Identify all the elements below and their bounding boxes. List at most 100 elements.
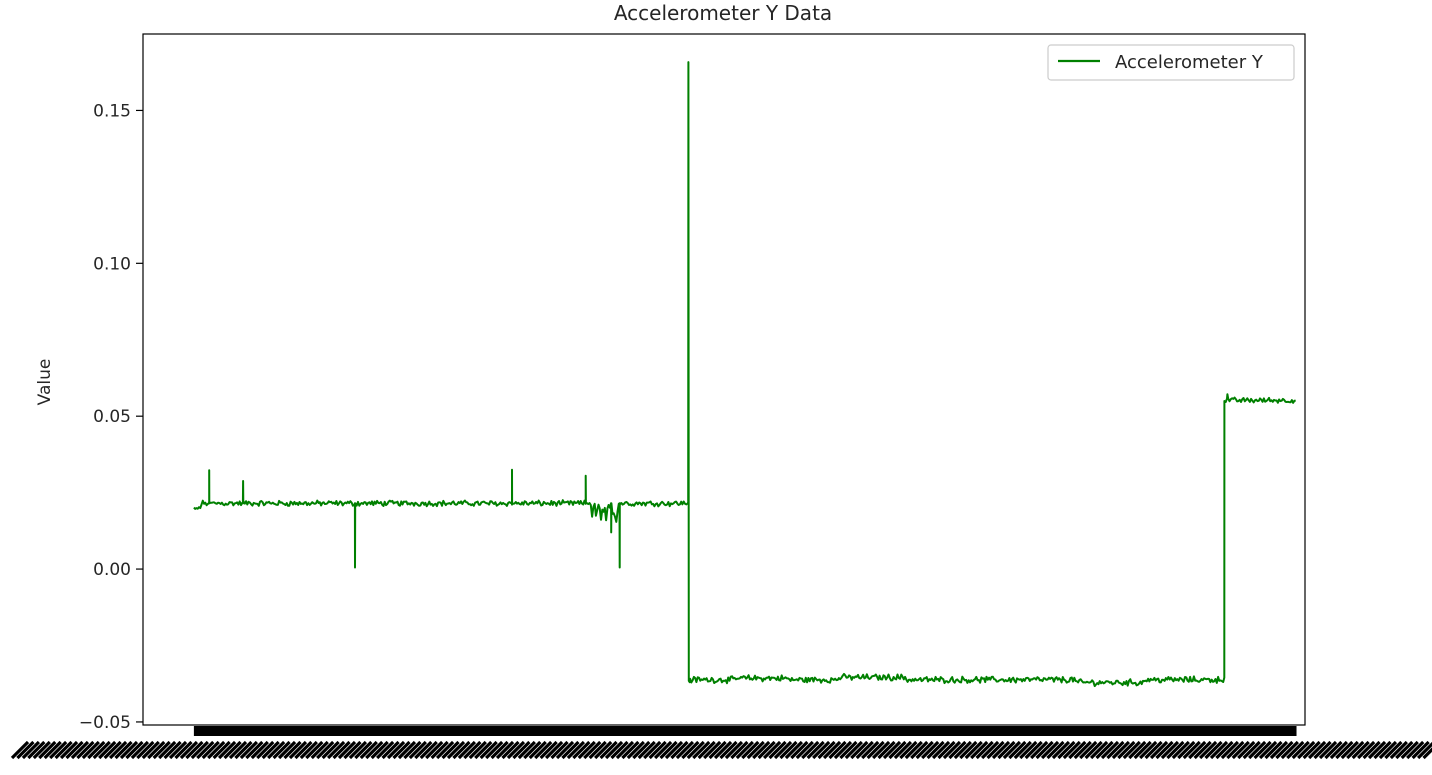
x-tick-label [419, 740, 438, 760]
x-tick-label [501, 740, 520, 760]
x-tick-label [1198, 740, 1218, 760]
x-tick-label [468, 740, 487, 760]
x-tick-label [49, 740, 68, 760]
x-tick-label [392, 740, 411, 760]
legend: Accelerometer Y [1047, 44, 1295, 81]
x-tick-label [566, 740, 586, 760]
x-tick-label [1346, 740, 1365, 760]
x-tick-label [1089, 740, 1109, 760]
x-tick-label [495, 740, 515, 760]
x-tick-label [1264, 740, 1283, 760]
x-tick-label [844, 740, 863, 760]
chart-title: Accelerometer Y Data [614, 1, 832, 25]
x-tick-label [332, 740, 351, 760]
x-tick-label [1362, 740, 1381, 760]
x-tick-label [414, 740, 433, 760]
x-tick-label [452, 740, 471, 760]
x-tick-label [1073, 740, 1092, 760]
x-tick-label [528, 740, 547, 760]
x-tick-label [953, 740, 972, 760]
x-tick-label [1329, 740, 1349, 760]
plot-area [143, 34, 1305, 725]
x-tick-label [228, 740, 248, 760]
x-tick-label [555, 740, 575, 760]
x-tick-label [250, 740, 269, 760]
x-tick-label [408, 740, 427, 760]
x-tick-label [32, 740, 51, 760]
x-tick-label [1340, 740, 1359, 760]
x-tick-label [757, 740, 776, 760]
y-tick-label: 0.05 [93, 407, 131, 427]
x-tick-label [681, 740, 700, 760]
x-tick-label [1215, 740, 1234, 760]
x-tick-label [893, 740, 913, 760]
x-tick-label [713, 740, 733, 760]
x-tick-label [43, 740, 62, 760]
x-tick-label [877, 740, 896, 760]
x-tick-label [212, 740, 231, 760]
x-tick-label [1193, 740, 1212, 760]
x-tick-label [997, 740, 1016, 760]
x-tick-label [1095, 740, 1114, 760]
x-tick-label [1013, 740, 1032, 760]
x-tick-label [283, 740, 302, 760]
x-tick-label [1100, 740, 1120, 760]
x-tick-label [119, 740, 139, 760]
x-tick-label [1008, 740, 1027, 760]
x-tick-label [899, 740, 918, 760]
x-tick-label [675, 740, 695, 760]
x-tick-label [523, 740, 542, 760]
x-tick-label [245, 740, 264, 760]
x-tick-label [964, 740, 983, 760]
x-tick-label [1035, 740, 1054, 760]
x-tick-label [866, 740, 885, 760]
x-tick-label [1307, 740, 1327, 760]
x-tick-label [108, 740, 128, 760]
x-tick-label [217, 740, 237, 760]
x-tick-label [386, 740, 406, 760]
x-tick-label [163, 740, 182, 760]
x-tick-label [337, 740, 357, 760]
x-tick-label [16, 740, 35, 760]
x-tick-label [621, 740, 640, 760]
x-tick-label [1177, 740, 1196, 760]
x-tick-label [741, 740, 760, 760]
x-tick-label [343, 740, 362, 760]
x-tick-label [277, 740, 297, 760]
x-tick-label [463, 740, 482, 760]
x-tick-label [125, 740, 144, 760]
x-tick-label [326, 740, 346, 760]
x-tick-label [970, 740, 989, 760]
x-tick-label [430, 740, 449, 760]
x-tick-label [267, 740, 286, 760]
x-tick-label [959, 740, 978, 760]
x-tick-label [1204, 740, 1223, 760]
x-tick-label [790, 740, 809, 760]
x-tick-label [179, 740, 199, 760]
x-tick-label [980, 740, 1000, 760]
x-tick-label [1079, 740, 1098, 760]
x-tick-label [1411, 740, 1430, 760]
x-tick-label [1318, 740, 1338, 760]
x-tick-label [719, 740, 738, 760]
x-tick-label [948, 740, 967, 760]
x-tick-label [1258, 740, 1278, 760]
legend-label-accelerometer-y: Accelerometer Y [1115, 52, 1264, 73]
x-tick-label [1378, 740, 1398, 760]
x-tick-label [1084, 740, 1103, 760]
x-tick-label [479, 740, 498, 760]
x-tick-label [201, 740, 220, 760]
x-tick-label [724, 740, 744, 760]
x-tick-label [425, 740, 444, 760]
x-tick-label [1139, 740, 1158, 760]
x-tick-label [1209, 740, 1229, 760]
x-tick-label [931, 740, 951, 760]
x-tick-label [572, 740, 591, 760]
x-tick-label [615, 740, 635, 760]
x-tick-label [512, 740, 531, 760]
x-tick-label [348, 740, 368, 760]
x-tick-label [991, 740, 1011, 760]
x-tick-label [942, 740, 962, 760]
x-tick-label [114, 740, 133, 760]
x-tick-label [806, 740, 825, 760]
